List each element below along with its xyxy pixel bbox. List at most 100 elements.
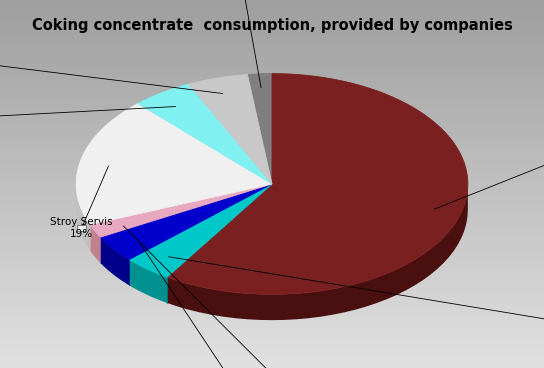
Bar [0,365,544,367]
Bar [0,136,544,137]
Bar [0,95,544,96]
Bar [0,10,544,11]
Bar [0,4,544,5]
Bar [0,103,544,104]
Bar [0,287,544,288]
Bar [0,176,544,177]
Bar [0,164,544,166]
Bar [0,66,544,67]
Bar [0,210,544,211]
Bar [0,34,544,36]
Bar [0,125,544,126]
Bar [0,221,544,222]
Bar [0,277,544,279]
Bar [0,144,544,145]
Bar [0,209,544,210]
Bar [0,223,544,224]
Bar [0,314,544,315]
Bar [0,249,544,250]
Bar [0,49,544,50]
Bar [0,128,544,129]
Bar [0,162,544,163]
Bar [0,84,544,85]
Bar [0,192,544,194]
Bar [0,339,544,340]
Bar [0,245,544,247]
Bar [0,229,544,231]
Bar [0,141,544,142]
Bar [0,43,544,44]
Bar [0,331,544,332]
Bar [0,153,544,155]
Bar [0,77,544,78]
Bar [0,191,544,192]
Bar [0,180,544,181]
Bar [0,100,544,102]
Bar [0,351,544,352]
Bar [0,337,544,339]
Bar [0,323,544,324]
Bar [0,26,544,27]
Polygon shape [189,74,248,110]
Bar [0,247,544,248]
Bar [0,120,544,121]
Bar [0,29,544,31]
Bar [0,106,544,107]
Bar [0,20,544,21]
Bar [0,220,544,221]
Bar [0,23,544,25]
Bar [0,185,544,187]
Bar [0,310,544,312]
Bar [0,131,544,132]
Bar [0,161,544,162]
Bar [0,163,544,164]
Bar [0,86,544,87]
Bar [0,183,544,184]
Bar [0,110,544,112]
Bar [0,237,544,238]
Bar [0,14,544,15]
Bar [0,342,544,343]
Bar [0,39,544,40]
Bar [0,202,544,204]
Polygon shape [138,84,272,184]
Bar [0,264,544,265]
Bar [0,52,544,53]
Bar [0,167,544,168]
Bar [0,48,544,49]
Bar [0,37,544,38]
Bar [0,188,544,189]
Bar [0,217,544,218]
Bar [0,302,544,303]
Bar [0,130,544,131]
Bar [0,65,544,66]
Bar [0,85,544,86]
Bar [0,201,544,202]
Bar [0,104,544,106]
Bar [0,27,544,28]
Bar [0,326,544,328]
Bar [0,262,544,264]
Bar [0,315,544,316]
Bar [0,307,544,308]
Polygon shape [167,184,468,320]
Bar [0,78,544,80]
Bar [0,7,544,8]
Bar [0,69,544,70]
Bar [0,21,544,22]
Bar [0,54,544,55]
Bar [0,179,544,180]
Bar [0,343,544,345]
Bar [0,194,544,195]
Bar [0,227,544,228]
Bar [0,135,544,136]
Bar [0,17,544,18]
Bar [0,121,544,123]
Polygon shape [129,259,167,303]
Bar [0,148,544,150]
Bar [0,266,544,268]
Bar [0,124,544,125]
Bar [0,268,544,269]
Bar [0,238,544,239]
Bar [0,99,544,100]
